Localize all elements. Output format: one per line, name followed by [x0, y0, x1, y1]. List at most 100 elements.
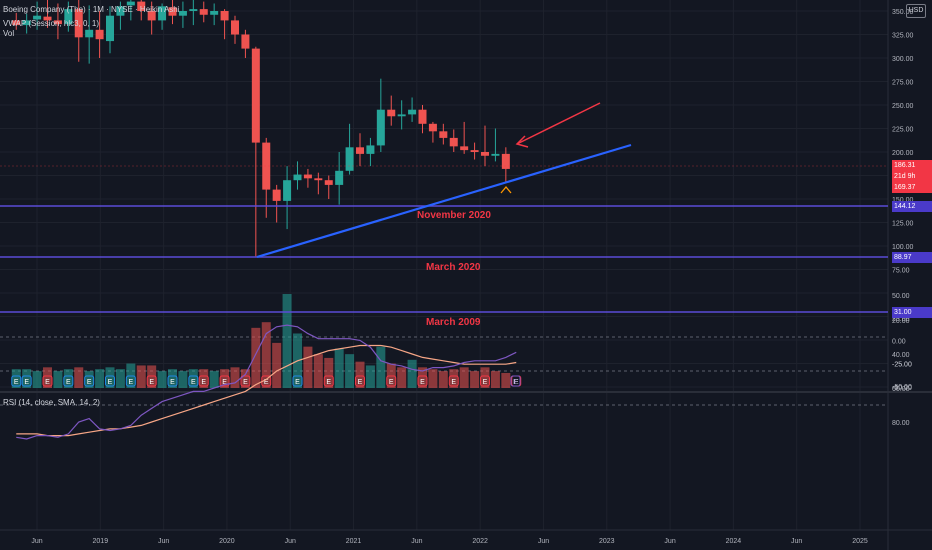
- x-tick-label: Jun: [411, 538, 422, 545]
- earnings-label: E: [201, 379, 206, 386]
- earnings-label: E: [87, 379, 92, 386]
- candle-body[interactable]: [199, 9, 208, 15]
- volume-bar: [95, 369, 105, 388]
- candle-body[interactable]: [335, 170, 344, 185]
- candle-body[interactable]: [64, 9, 73, 25]
- candle-body[interactable]: [428, 123, 437, 132]
- annotation-arrow[interactable]: [516, 102, 601, 145]
- trendline[interactable]: [256, 143, 632, 259]
- candle-body[interactable]: [356, 147, 364, 154]
- volume-bar: [355, 361, 365, 388]
- candle-body[interactable]: [314, 178, 323, 181]
- candle-body[interactable]: [303, 174, 312, 179]
- earnings-marker[interactable]: [146, 375, 157, 387]
- candle-body[interactable]: [460, 146, 469, 151]
- candle-body[interactable]: [408, 109, 417, 115]
- earnings-marker[interactable]: [105, 375, 115, 387]
- earnings-marker[interactable]: [386, 375, 397, 387]
- earnings-marker[interactable]: [417, 375, 428, 387]
- earnings-marker[interactable]: [198, 375, 209, 387]
- earnings-marker[interactable]: [125, 375, 136, 387]
- earnings-label: E: [389, 379, 394, 386]
- volume-bar: [303, 346, 313, 388]
- y-tick-label: 75.00: [892, 268, 910, 275]
- candle-body[interactable]: [241, 34, 250, 49]
- earnings-marker[interactable]: [21, 375, 32, 387]
- volume-bar: [147, 365, 157, 388]
- symbol-legend[interactable]: Boeing Company (The) · 1M · NYSE · Heiki…: [3, 5, 180, 14]
- candle-body[interactable]: [470, 150, 479, 152]
- earnings-marker[interactable]: [480, 375, 490, 387]
- earnings-marker[interactable]: [167, 375, 178, 387]
- annotation-mar2009[interactable]: March 2009: [426, 317, 481, 328]
- y-tick-label: 250.00: [892, 103, 914, 110]
- candle-body[interactable]: [293, 174, 302, 181]
- candle-body[interactable]: [231, 20, 239, 35]
- earnings-marker-upcoming[interactable]: [510, 375, 521, 387]
- volume-bar: [418, 367, 427, 388]
- earnings-marker[interactable]: [292, 375, 303, 387]
- candle-body[interactable]: [43, 16, 52, 21]
- candle-body[interactable]: [126, 1, 135, 6]
- candle-body[interactable]: [168, 7, 177, 16]
- earnings-marker[interactable]: [240, 375, 251, 387]
- candle-body[interactable]: [345, 147, 354, 171]
- volume-bar: [220, 369, 230, 388]
- earnings-marker[interactable]: [84, 375, 95, 387]
- candle-body[interactable]: [262, 142, 271, 190]
- candle-body[interactable]: [85, 29, 94, 38]
- earnings-marker[interactable]: [355, 375, 365, 387]
- vol-legend[interactable]: Vol: [3, 29, 15, 38]
- earnings-marker[interactable]: [42, 375, 53, 387]
- earnings-marker[interactable]: [188, 375, 199, 387]
- candle-body[interactable]: [12, 20, 21, 26]
- rsi-legend[interactable]: RSI (14, close, SMA, 14, 2): [3, 398, 100, 407]
- candle-body[interactable]: [481, 152, 489, 156]
- candle-body[interactable]: [397, 114, 406, 117]
- candle-body[interactable]: [387, 109, 396, 117]
- candle-body[interactable]: [189, 9, 198, 11]
- candle-body[interactable]: [147, 11, 156, 21]
- candle-body[interactable]: [418, 109, 427, 124]
- earnings-marker[interactable]: [323, 375, 334, 387]
- candle-body[interactable]: [501, 153, 510, 169]
- candle-body[interactable]: [220, 11, 229, 21]
- candle-body[interactable]: [74, 9, 83, 38]
- volume-bar: [324, 357, 334, 388]
- candle-body[interactable]: [449, 137, 458, 147]
- earnings-label: E: [420, 379, 425, 386]
- candle-body[interactable]: [178, 11, 187, 16]
- candle-body[interactable]: [116, 6, 125, 16]
- candle-body[interactable]: [366, 145, 375, 154]
- candle-body[interactable]: [210, 11, 219, 15]
- candle-body[interactable]: [376, 109, 385, 146]
- candle-body[interactable]: [22, 20, 31, 26]
- y-tick-label: 275.00: [892, 80, 914, 87]
- earnings-marker[interactable]: [261, 375, 272, 387]
- candle-body[interactable]: [137, 1, 146, 11]
- earnings-marker[interactable]: [448, 375, 459, 387]
- candle-body[interactable]: [324, 180, 333, 185]
- earnings-marker[interactable]: [11, 375, 22, 387]
- x-tick-label: 2023: [599, 538, 615, 545]
- candle-body[interactable]: [33, 15, 42, 20]
- annotation-mar2020[interactable]: March 2020: [426, 262, 481, 273]
- candle-body[interactable]: [53, 20, 62, 25]
- candle-body[interactable]: [158, 6, 167, 21]
- vwap-legend[interactable]: VWAP (Session, hlc3, 0, 1): [3, 19, 100, 28]
- currency-button[interactable]: USD: [906, 4, 926, 18]
- earnings-marker[interactable]: [63, 375, 74, 387]
- x-tick-label: 2025: [852, 538, 868, 545]
- candle-body[interactable]: [95, 29, 104, 40]
- x-tick-label: Jun: [285, 538, 296, 545]
- candle-body[interactable]: [106, 15, 114, 42]
- candle-body[interactable]: [439, 131, 448, 138]
- candle-body[interactable]: [491, 153, 500, 156]
- volume-bar: [168, 369, 177, 388]
- earnings-marker[interactable]: [219, 375, 230, 387]
- candle-body[interactable]: [283, 180, 292, 201]
- candle-body[interactable]: [272, 189, 281, 201]
- annotation-nov2020[interactable]: November 2020: [417, 210, 491, 221]
- candle-body[interactable]: [251, 48, 260, 143]
